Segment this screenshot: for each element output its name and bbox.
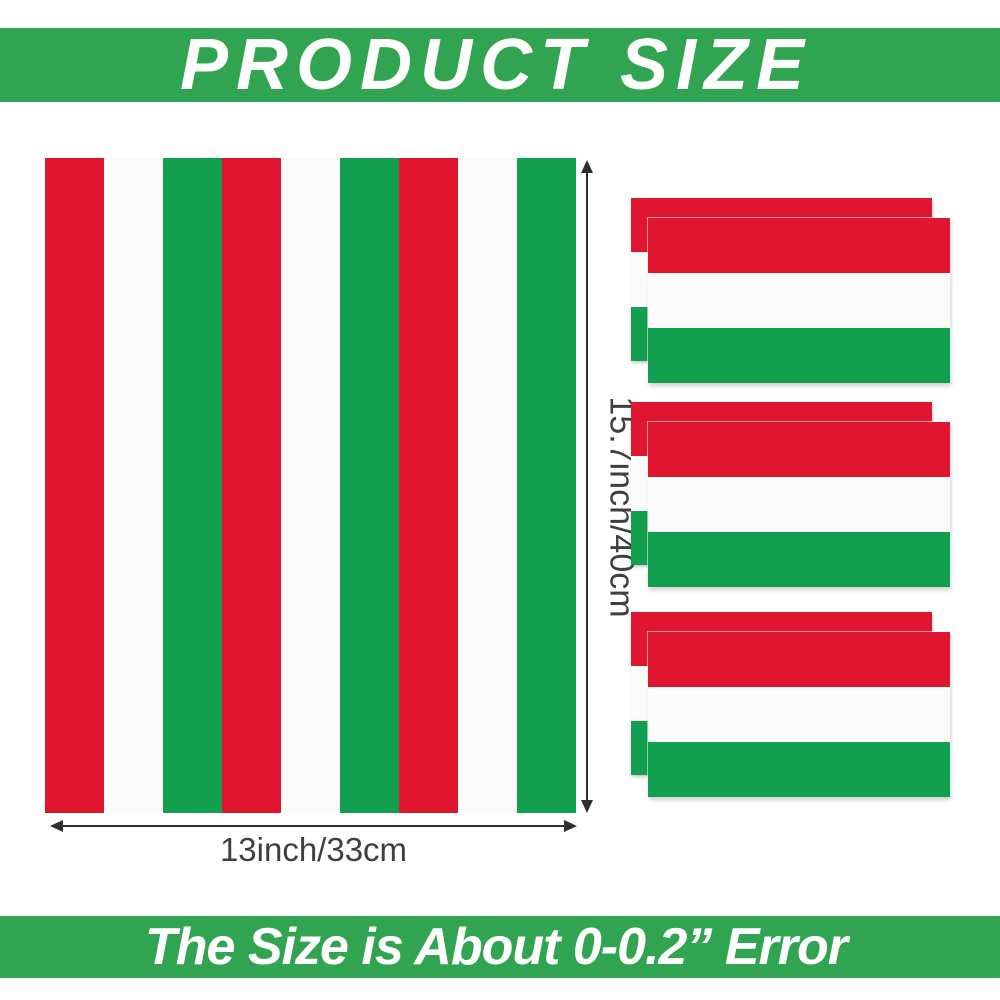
green-band [648,328,950,383]
white-stripe [281,158,340,813]
striped-sheet [45,158,576,813]
white-band [648,687,950,742]
green-stripe [517,158,576,813]
napkin-front [648,218,950,383]
width-arrow [50,820,577,832]
red-band [648,632,950,687]
red-stripe [222,158,281,813]
green-stripe [163,158,222,813]
white-stripe [458,158,517,813]
green-band [648,532,950,587]
green-band [648,742,950,797]
red-stripe [399,158,458,813]
bottom-banner-text: The Size is About 0-0.2” Error [144,918,848,976]
green-stripe [340,158,399,813]
red-band [648,422,950,477]
napkin-stack [631,198,951,383]
napkin-stack [631,612,951,797]
napkin-front [648,422,950,587]
napkin-stack [631,402,951,587]
white-band [648,477,950,532]
red-stripe [45,158,104,813]
red-band [648,218,950,273]
height-arrow [581,160,593,813]
white-band [648,273,950,328]
white-stripe [104,158,163,813]
top-banner-title: PRODUCT SIZE [179,25,813,105]
width-dimension-label: 13inch/33cm [219,831,408,868]
napkin-front [648,632,950,797]
top-banner: PRODUCT SIZE [0,25,1000,105]
bottom-banner: The Size is About 0-0.2” Error [0,916,1000,978]
